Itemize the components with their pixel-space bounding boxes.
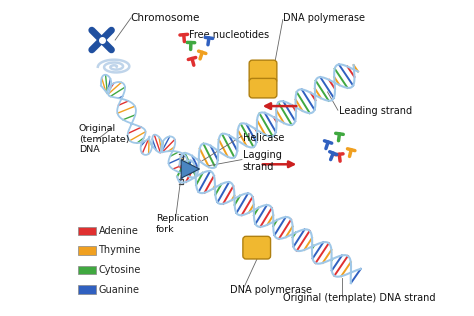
Text: Replication
fork: Replication fork bbox=[156, 214, 209, 234]
Text: Thymine: Thymine bbox=[99, 246, 141, 256]
FancyBboxPatch shape bbox=[78, 285, 96, 294]
Text: Original
(template)
DNA: Original (template) DNA bbox=[79, 124, 129, 154]
Text: Guanine: Guanine bbox=[99, 284, 139, 295]
FancyBboxPatch shape bbox=[249, 78, 277, 98]
Text: DNA polymerase: DNA polymerase bbox=[230, 285, 312, 295]
Text: Adenine: Adenine bbox=[99, 226, 138, 236]
Text: Original (template) DNA strand: Original (template) DNA strand bbox=[283, 293, 436, 303]
Text: Chromosome: Chromosome bbox=[131, 13, 200, 23]
FancyBboxPatch shape bbox=[78, 265, 96, 274]
Text: Lagging
strand: Lagging strand bbox=[243, 150, 282, 172]
FancyBboxPatch shape bbox=[249, 60, 277, 83]
Text: DNA polymerase: DNA polymerase bbox=[283, 13, 365, 23]
Polygon shape bbox=[181, 160, 200, 178]
Text: Leading strand: Leading strand bbox=[338, 106, 411, 116]
FancyBboxPatch shape bbox=[78, 246, 96, 255]
Text: Cytosine: Cytosine bbox=[99, 265, 141, 275]
FancyBboxPatch shape bbox=[243, 236, 271, 259]
Text: Helicase: Helicase bbox=[243, 132, 284, 143]
FancyBboxPatch shape bbox=[78, 227, 96, 235]
Text: Free nucleotides: Free nucleotides bbox=[189, 30, 269, 40]
